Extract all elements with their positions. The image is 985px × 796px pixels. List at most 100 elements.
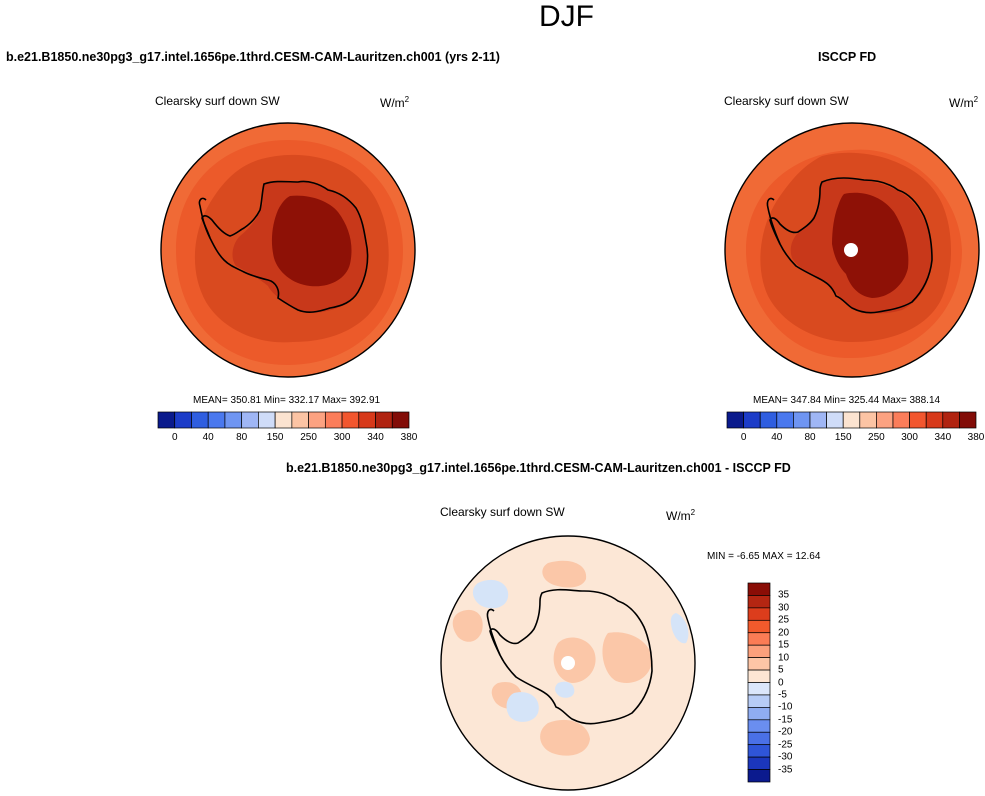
diff-stats: MIN = -6.65 MAX = 12.64 [707, 551, 821, 562]
right-peninsula [766, 197, 781, 245]
colorbar-swatch [291, 411, 309, 429]
colorbar-swatch [747, 644, 771, 658]
colorbar-tick-label: 150 [266, 432, 284, 443]
colorbar-tick-label: 20 [778, 627, 790, 639]
colorbar-tick-label: -15 [778, 714, 793, 726]
colorbar-swatch [747, 756, 771, 770]
colorbar-tick-label: 25 [778, 614, 790, 626]
colorbar-swatch [747, 719, 771, 733]
diff-positive-patch [602, 632, 652, 683]
diff-negative-patch [555, 681, 575, 698]
diff-positive-patch [542, 560, 587, 588]
colorbar-swatch [747, 619, 771, 634]
colorbar-tick-label: 80 [236, 432, 248, 443]
diff-polar-map [440, 535, 696, 791]
colorbar-swatch [258, 411, 276, 429]
colorbar-swatch [809, 411, 827, 429]
colorbar-tick-label: 15 [778, 639, 790, 651]
colorbar-swatch [747, 769, 771, 783]
diff-pole-hole [561, 656, 575, 670]
diff-units-label: W/m2 [666, 508, 696, 523]
left-coastline [201, 180, 369, 313]
colorbar-swatch [776, 411, 794, 429]
colorbar-swatch [747, 607, 771, 621]
colorbar-swatch [224, 411, 243, 429]
colorbar-swatch [174, 411, 192, 429]
colorbar-swatch [358, 411, 376, 429]
colorbar-swatch [909, 411, 927, 429]
colorbar-swatch [241, 411, 259, 429]
colorbar-swatch [207, 411, 226, 429]
left-colorbar-ticks: 0 40 80 150 250 300 340 380 [158, 432, 417, 444]
diff-colorbar [747, 582, 771, 783]
left-variable-label: Clearsky surf down SW [155, 94, 280, 108]
colorbar-swatch [747, 582, 771, 596]
colorbar-tick-label: 30 [778, 602, 790, 614]
colorbar-tick-label: 150 [834, 432, 852, 443]
diff-positive-patch [452, 609, 483, 642]
colorbar-swatch [747, 669, 771, 683]
colorbar-tick-label: 0 [740, 432, 747, 443]
colorbar-swatch [747, 682, 771, 696]
colorbar-swatch [859, 411, 877, 429]
colorbar-tick-label: -10 [778, 701, 793, 713]
diff-peninsula [486, 608, 501, 656]
diff-colorbar-ticks: 35 30 25 20 15 10 5 0 -5 -10 -15 -20 -25 -30 -35 [778, 583, 818, 782]
colorbar-swatch [747, 657, 771, 671]
colorbar-swatch [375, 411, 393, 429]
right-stats: MEAN= 347.84 Min= 325.44 Max= 388.14 [753, 395, 941, 406]
colorbar-swatch [892, 411, 910, 429]
colorbar-tick-label: 300 [333, 432, 351, 443]
diff-map-border [440, 535, 696, 791]
colorbar-tick-label: -30 [778, 751, 793, 763]
figure-title: DJF [539, 0, 594, 33]
diff-positive-patch [540, 719, 590, 756]
colorbar-swatch [743, 411, 761, 429]
left-units-label: W/m2 [380, 95, 410, 110]
right-map-border [724, 122, 980, 378]
diff-negative-patch [670, 613, 689, 644]
colorbar-tick-label: 40 [202, 432, 214, 443]
colorbar-swatch [274, 411, 293, 429]
left-stats: MEAN= 350.81 Min= 332.17 Max= 392.91 [193, 395, 381, 406]
left-colorbar [157, 411, 410, 429]
colorbar-tick-label: 340 [934, 432, 952, 443]
colorbar-tick-label: 340 [367, 432, 384, 443]
left-plateau [271, 195, 352, 287]
right-colorbar-ticks: 0 40 80 150 250 300 340 380 [727, 432, 985, 444]
colorbar-swatch [747, 595, 771, 609]
colorbar-tick-label: 5 [778, 664, 784, 676]
right-colorbar [726, 411, 977, 429]
colorbar-swatch [747, 731, 771, 746]
right-panel-title: ISCCP FD [818, 50, 877, 64]
colorbar-swatch [842, 411, 861, 429]
right-pole-hole [844, 243, 858, 257]
colorbar-tick-label: -35 [778, 764, 793, 776]
diff-negative-patch [472, 579, 509, 609]
colorbar-swatch [826, 411, 844, 429]
colorbar-tick-label: -25 [778, 739, 793, 751]
colorbar-tick-label: 10 [778, 652, 790, 664]
colorbar-swatch [157, 411, 176, 429]
colorbar-swatch [925, 411, 944, 429]
colorbar-swatch [942, 411, 960, 429]
diff-coastline [489, 588, 653, 725]
colorbar-swatch [747, 744, 771, 758]
colorbar-swatch [726, 411, 744, 429]
colorbar-swatch [341, 411, 360, 429]
colorbar-swatch [324, 411, 343, 429]
colorbar-swatch [747, 632, 771, 646]
left-map-border [160, 122, 416, 378]
right-plateau [832, 192, 909, 298]
colorbar-tick-label: 300 [901, 432, 918, 443]
left-polar-map [160, 122, 416, 378]
colorbar-tick-label: 80 [804, 432, 816, 443]
colorbar-tick-label: 35 [778, 589, 790, 601]
colorbar-tick-label: 250 [868, 432, 885, 443]
colorbar-swatch [959, 411, 977, 429]
right-polar-map [724, 122, 980, 378]
colorbar-tick-label: -20 [778, 726, 793, 738]
right-variable-label: Clearsky surf down SW [724, 94, 849, 108]
colorbar-tick-label: -5 [778, 689, 787, 701]
colorbar-tick-label: 250 [300, 432, 317, 443]
